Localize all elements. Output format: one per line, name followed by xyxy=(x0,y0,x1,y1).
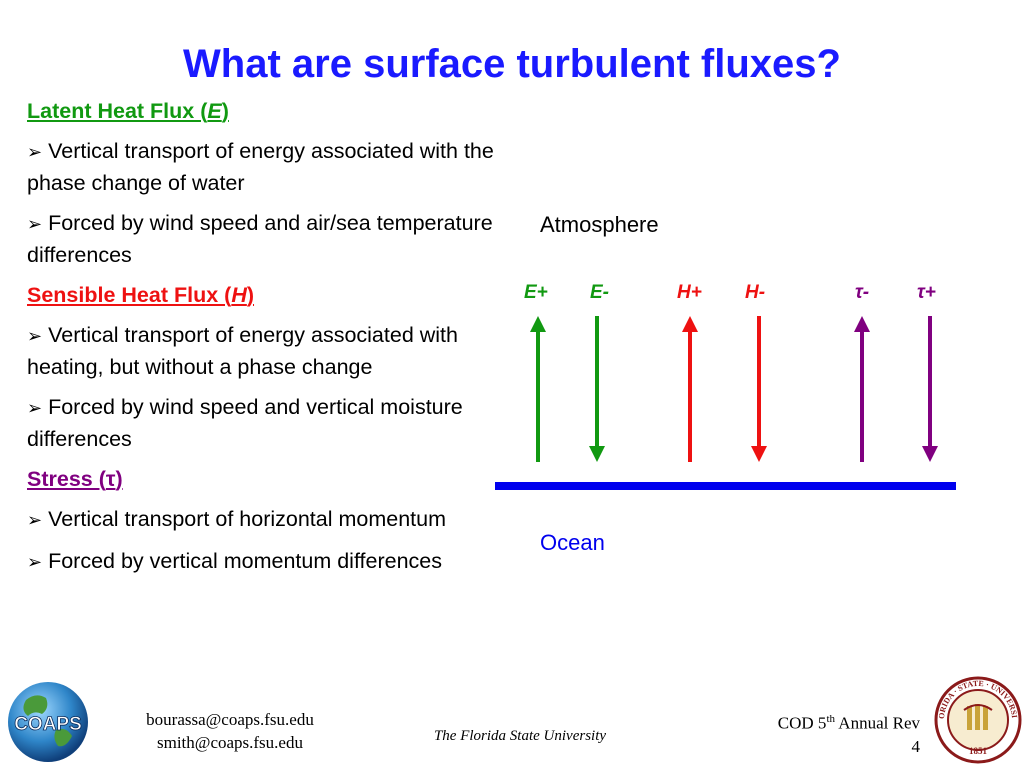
flux-arrow-3 xyxy=(751,316,767,462)
bullet-arrow-icon: ➢ xyxy=(27,142,43,163)
stress-bullet-1: ➢ Vertical transport of horizontal momen… xyxy=(27,507,447,531)
flux-arrow-4 xyxy=(854,316,870,462)
coaps-logo-icon: COAPS xyxy=(8,682,88,762)
flux-arrow-1 xyxy=(589,316,605,462)
flux-label-2: H+ xyxy=(677,282,702,303)
flux-label-5: τ+ xyxy=(917,282,936,303)
flux-label-0: E+ xyxy=(524,282,548,303)
bullet-arrow-icon: ➢ xyxy=(27,326,43,347)
bullet-arrow-icon: ➢ xyxy=(27,510,43,531)
latent-bullet-2: ➢ Forced by wind speed and air/sea tempe… xyxy=(27,211,493,267)
stress-bullet-2: ➢ Forced by vertical momentum difference… xyxy=(27,549,443,573)
fsu-seal-icon: FLORIDA · STATE · UNIVERSITY 1851 xyxy=(934,676,1022,764)
latent-bullet-1: ➢ Vertical transport of energy associate… xyxy=(27,139,494,195)
contact-emails: bourassa@coaps.fsu.edu smith@coaps.fsu.e… xyxy=(105,708,355,754)
svg-text:1851: 1851 xyxy=(969,746,988,756)
flux-arrow-0 xyxy=(530,316,546,462)
sensible-bullet-2: ➢ Forced by wind speed and vertical mois… xyxy=(27,395,463,451)
sensible-bullet-1: ➢ Vertical transport of energy associate… xyxy=(27,323,458,379)
flux-arrow-2 xyxy=(682,316,698,462)
ocean-label: Ocean xyxy=(540,530,605,555)
review-info: COD 5th Annual Rev 4 xyxy=(778,708,920,758)
sensible-heat-heading: Sensible Heat Flux (H) xyxy=(27,283,255,307)
flux-arrows xyxy=(530,316,938,462)
flux-arrow-5 xyxy=(922,316,938,462)
flux-label-1: E- xyxy=(590,282,609,303)
stress-heading: Stress (τ) xyxy=(27,467,123,491)
flux-label-4: τ- xyxy=(855,282,870,303)
page-number: 4 xyxy=(911,736,921,756)
flux-label-3: H- xyxy=(745,282,766,303)
email-bourassa: bourassa@coaps.fsu.edu xyxy=(146,710,314,729)
latent-heat-heading: Latent Heat Flux (E) xyxy=(27,99,229,123)
email-smith: smith@coaps.fsu.edu xyxy=(157,733,303,752)
bullet-arrow-icon: ➢ xyxy=(27,398,43,419)
review-title: COD 5th Annual Rev xyxy=(777,713,920,733)
slide-title: What are surface turbulent fluxes? xyxy=(183,42,841,86)
university-name: The Florida State University xyxy=(433,728,607,744)
definitions-panel: Latent Heat Flux (E) ➢ Vertical transpor… xyxy=(27,96,497,588)
bullet-arrow-icon: ➢ xyxy=(27,552,43,573)
coaps-logo-text: COAPS xyxy=(14,714,82,735)
bullet-arrow-icon: ➢ xyxy=(27,214,43,235)
atmosphere-label: Atmosphere xyxy=(540,212,659,237)
